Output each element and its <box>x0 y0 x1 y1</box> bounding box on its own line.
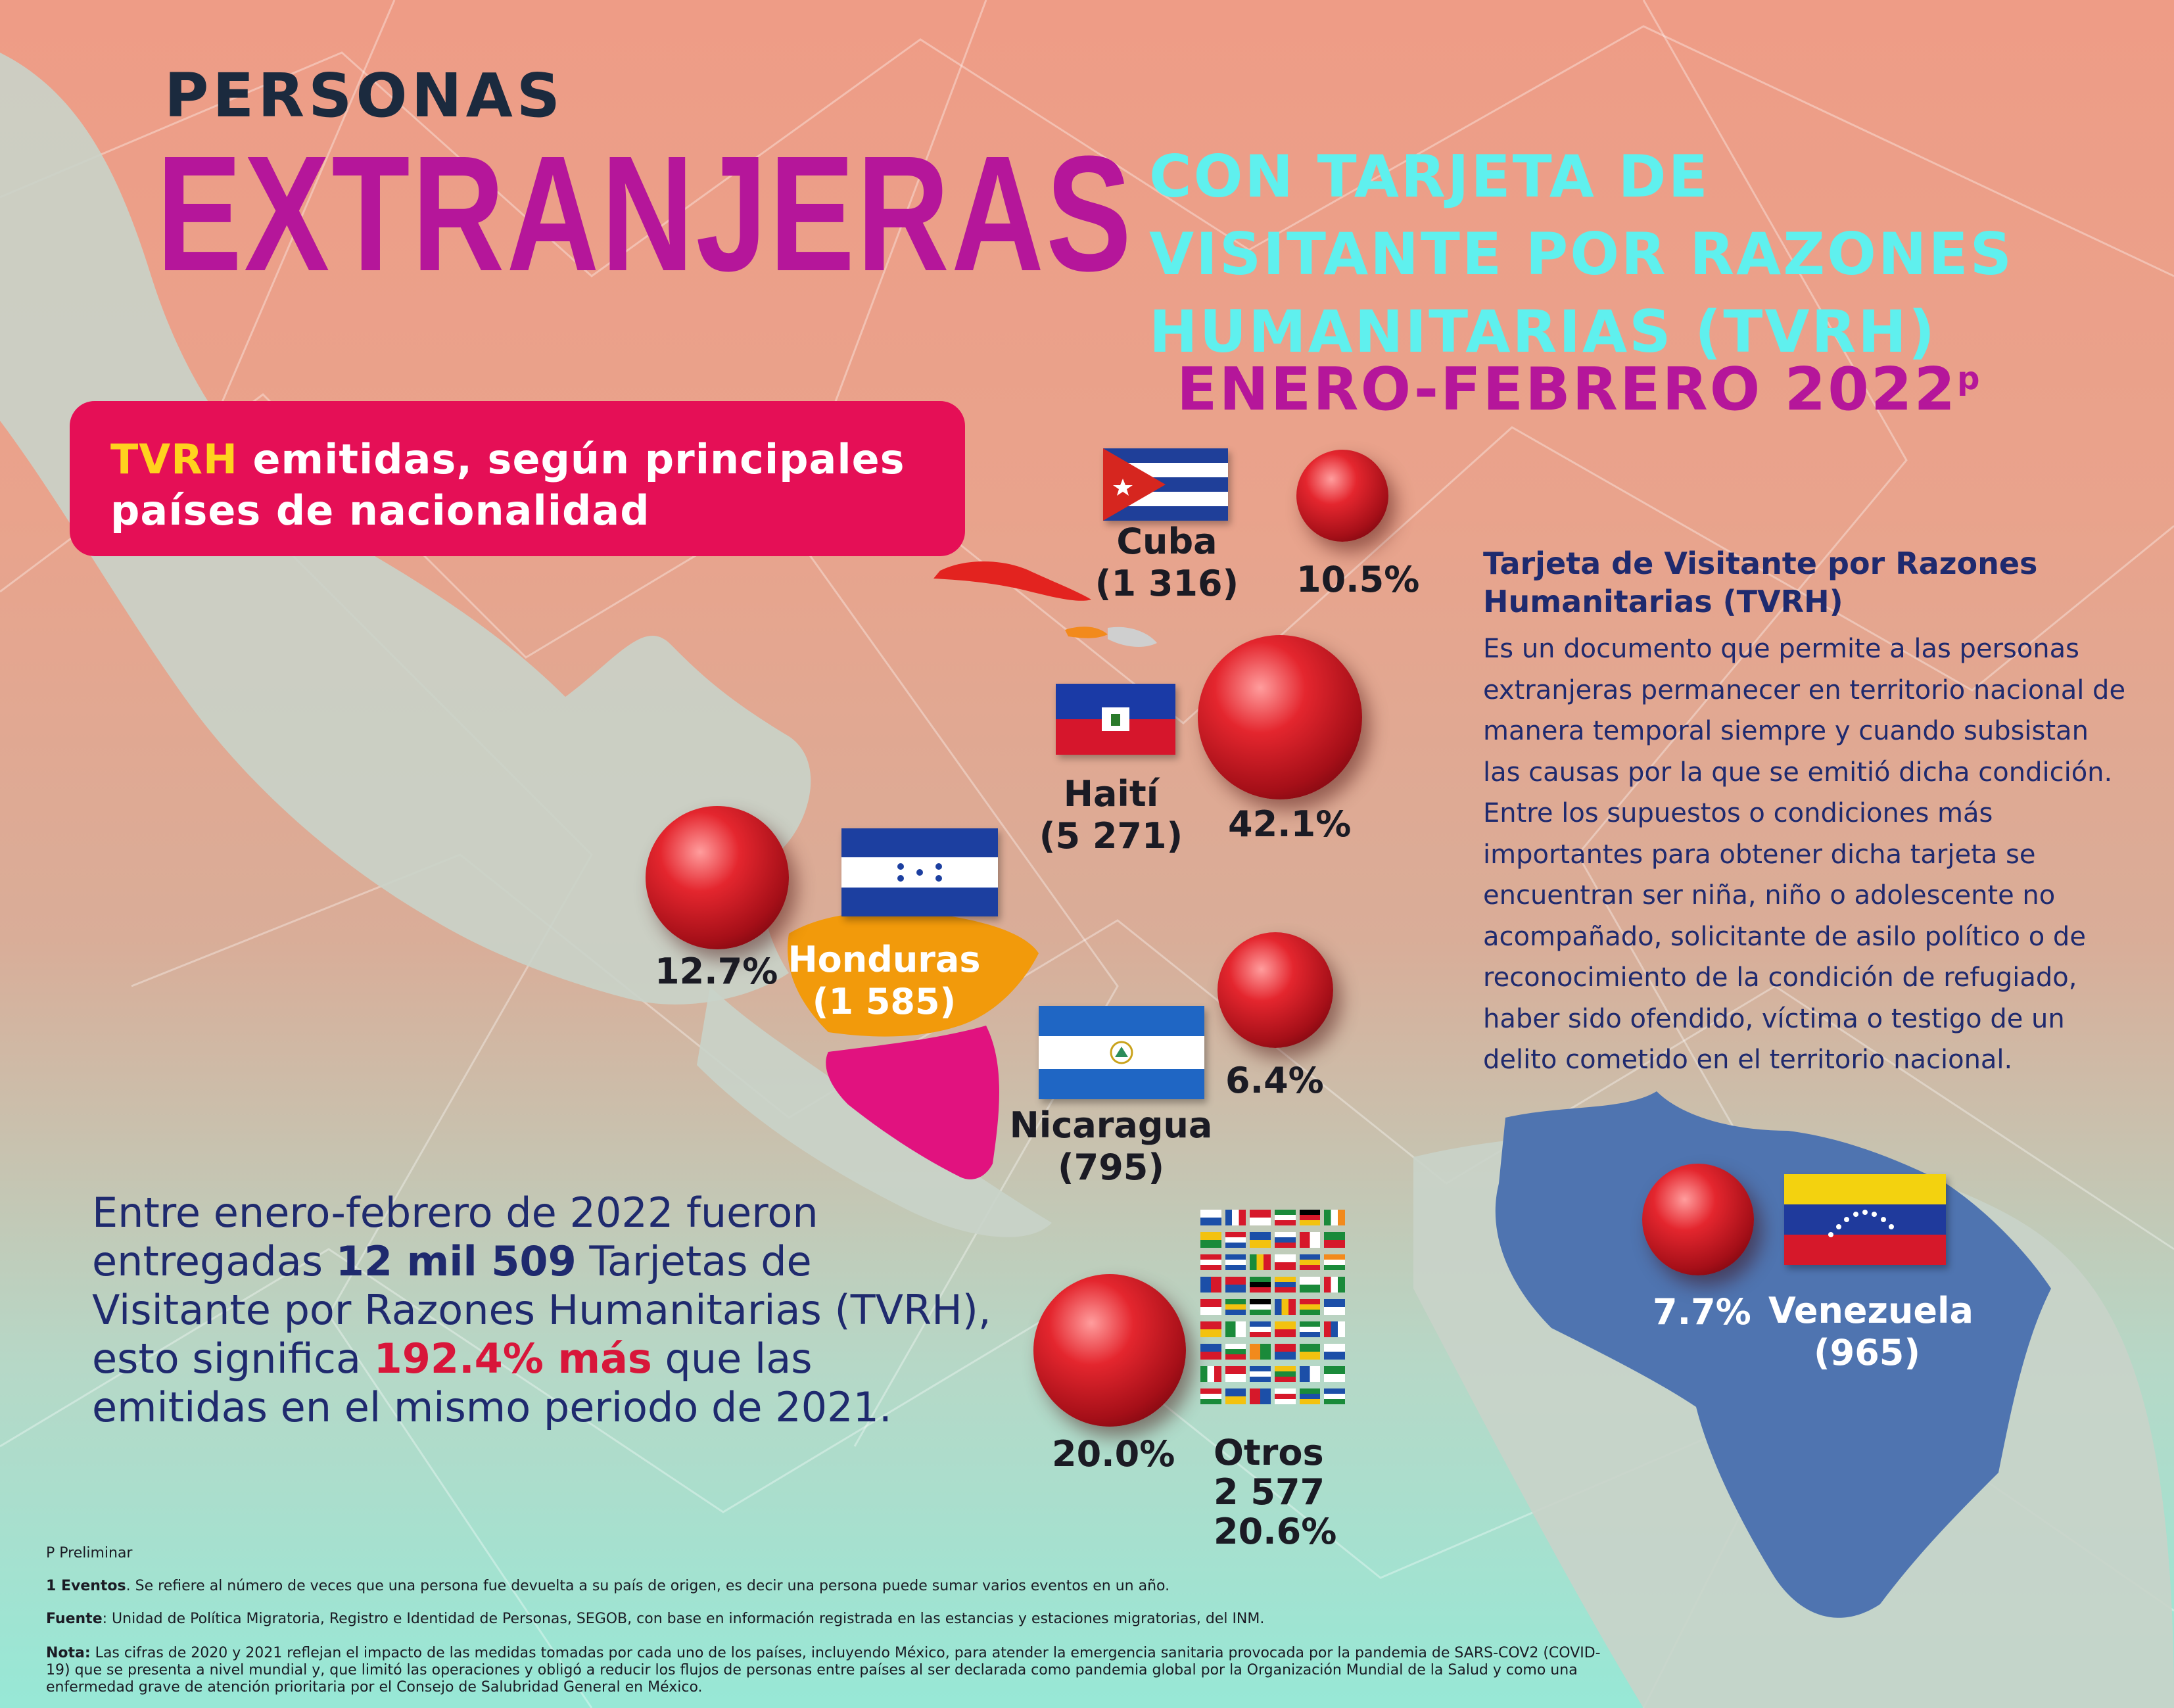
nicaragua-flag-icon <box>1039 1006 1204 1099</box>
venezuela-flag-icon <box>1784 1174 1946 1265</box>
footnote-preliminar: P Preliminar <box>46 1545 133 1561</box>
sphere-venezuela <box>1642 1164 1754 1275</box>
cuba-count: (1 316) <box>1095 563 1239 604</box>
subtitle-line3: HUMANITARIAS (TVRH) <box>1149 298 1937 366</box>
footnote-nota-text: Las cifras de 2020 y 2021 reflejan el im… <box>46 1645 1601 1696</box>
footnote-nota: Nota: Las cifras de 2020 y 2021 reflejan… <box>46 1645 1624 1696</box>
definition-body: Es un documento que permite a las person… <box>1483 634 2126 1075</box>
mexico-land <box>0 53 811 1005</box>
summary-part1: Entre enero-febrero de 2022 fueron entre… <box>92 1189 818 1285</box>
section-box-line1: emitidas, según principales <box>237 435 905 483</box>
haiti-shape <box>1065 627 1108 638</box>
haiti-count: (5 271) <box>1039 815 1183 857</box>
footnote-fuente: Fuente: Unidad de Política Migratoria, R… <box>46 1611 1624 1628</box>
cuba-shape <box>933 561 1091 601</box>
nicaragua-count: (795) <box>1057 1147 1165 1188</box>
haiti-name: Haití <box>1063 773 1159 815</box>
otros-percent: 20.0% <box>1052 1433 1175 1475</box>
sphere-otros <box>1033 1274 1186 1427</box>
haiti-label: Haití (5 271) <box>1026 773 1196 857</box>
section-box-line2: países de nacionalidad <box>110 486 650 534</box>
haiti-flag-icon <box>1056 684 1175 755</box>
otros-label: Otros 2 577 20.6% <box>1214 1433 1336 1552</box>
honduras-label: Honduras (1 585) <box>782 939 986 1023</box>
honduras-name: Honduras <box>788 939 981 980</box>
period-text: ENERO-FEBRERO 2022 <box>1177 355 1958 424</box>
otros-name: Otros <box>1214 1432 1324 1473</box>
honduras-shape <box>788 911 1039 1037</box>
period: ENERO-FEBRERO 2022p <box>1177 355 1981 424</box>
footnote-eventos-text: . Se refiere al número de veces que una … <box>126 1578 1170 1594</box>
subtitle: CON TARJETA DE VISITANTE POR RAZONES HUM… <box>1149 138 2014 371</box>
venezuela-name: Venezuela <box>1768 1290 1973 1331</box>
nicaragua-shape <box>826 1026 999 1179</box>
section-box-prefix: TVRH <box>110 435 238 483</box>
title-line1: PERSONAS <box>164 60 565 131</box>
nicaragua-percent: 6.4% <box>1225 1060 1324 1101</box>
honduras-flag-icon <box>841 828 998 916</box>
footnote-fuente-text: : Unidad de Política Migratoria, Registr… <box>102 1611 1265 1627</box>
cuba-flag-icon <box>1103 448 1228 521</box>
honduras-count: (1 585) <box>812 981 957 1022</box>
definition-title: Tarjeta de Visitante por Razones Humanit… <box>1483 546 2038 619</box>
section-box: TVRH emitidas, según principales países … <box>70 401 965 556</box>
cuba-name: Cuba <box>1116 521 1217 562</box>
venezuela-label: Venezuela (965) <box>1768 1290 1973 1374</box>
footnote-eventos: 1 Eventos. Se refiere al número de veces… <box>46 1578 1624 1595</box>
dominican-shape <box>1108 627 1157 647</box>
sphere-cuba <box>1296 450 1388 542</box>
footnote-fuente-label: Fuente <box>46 1611 103 1627</box>
venezuela-count: (965) <box>1813 1332 1921 1373</box>
period-mark: p <box>1957 360 1982 397</box>
cuba-percent: 10.5% <box>1296 559 1420 600</box>
haiti-percent: 42.1% <box>1228 803 1352 845</box>
sphere-nicaragua <box>1217 932 1333 1048</box>
nicaragua-label: Nicaragua (795) <box>1006 1104 1216 1189</box>
otros-count: 2 577 <box>1214 1471 1325 1513</box>
summary-part3: que las emitidas en el mismo periodo de … <box>92 1335 892 1431</box>
summary-increase: 192.4% más <box>373 1335 652 1383</box>
venezuela-percent: 7.7% <box>1653 1291 1751 1333</box>
nicaragua-name: Nicaragua <box>1009 1104 1213 1146</box>
flags-wall-icon <box>1200 1210 1345 1427</box>
summary-part2: Tarjetas de Visitante por Razones Humani… <box>92 1237 991 1383</box>
sphere-haiti <box>1198 635 1362 799</box>
honduras-percent: 12.7% <box>655 951 778 992</box>
summary-text: Entre enero-febrero de 2022 fueron entre… <box>92 1189 999 1432</box>
sphere-honduras <box>646 806 789 949</box>
summary-total: 12 mil 509 <box>335 1237 577 1285</box>
subtitle-line1: CON TARJETA DE <box>1149 143 1710 210</box>
otros-percent-alt: 20.6% <box>1214 1511 1337 1552</box>
cuba-label: Cuba (1 316) <box>1085 521 1249 605</box>
footnote-eventos-label: 1 Eventos <box>46 1578 126 1594</box>
subtitle-line2: VISITANTE POR RAZONES <box>1149 220 2014 288</box>
footnote-nota-label: Nota: <box>46 1645 91 1661</box>
title-main: EXTRANJERAS <box>156 122 1134 305</box>
